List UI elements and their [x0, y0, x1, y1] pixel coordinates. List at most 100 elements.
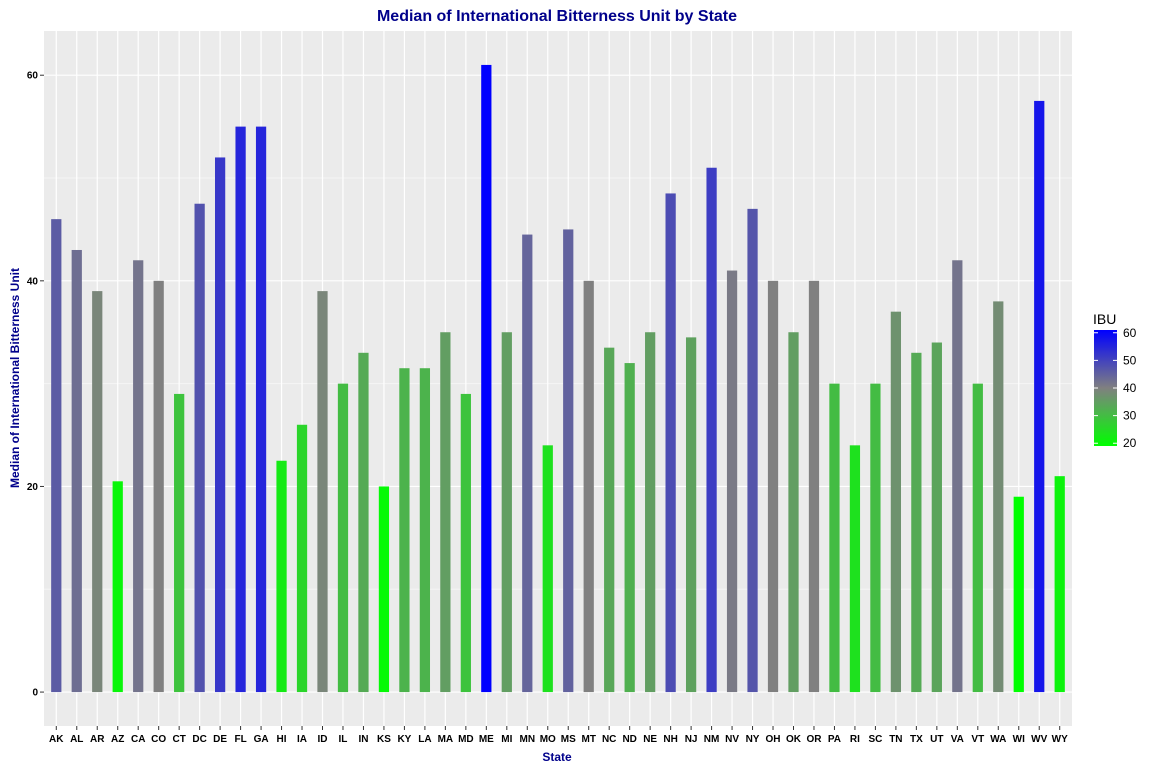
bar-in: [358, 352, 369, 693]
bar-ga: [255, 126, 267, 693]
x-tick-label: VA: [951, 734, 964, 745]
x-tick-label: NJ: [685, 734, 698, 745]
x-tick-label: OH: [766, 734, 781, 745]
bar-az: [112, 481, 123, 693]
x-tick-label: UT: [930, 734, 943, 745]
bar-ny: [747, 208, 758, 693]
bar-wi: [1013, 496, 1024, 693]
bar-tx: [911, 352, 922, 693]
bar-pa: [829, 383, 840, 693]
x-tick-label: ID: [318, 734, 328, 745]
bar-nm: [706, 167, 717, 693]
bar-vt: [972, 383, 983, 693]
y-axis-title: Median of International Bitterness Unit: [8, 268, 22, 488]
bar-nj: [685, 337, 697, 693]
x-tick-label: ME: [479, 734, 494, 745]
x-tick-label: RI: [850, 734, 860, 745]
bar-la: [419, 368, 431, 693]
x-tick-label: WY: [1052, 734, 1068, 745]
bar-oh: [767, 280, 779, 693]
bar-mt: [583, 280, 594, 693]
bar-ks: [378, 486, 390, 693]
x-tick-label: MA: [438, 734, 454, 745]
bar-fl: [235, 126, 246, 693]
x-tick-label: LA: [418, 734, 431, 745]
bar-ms: [563, 229, 574, 693]
x-tick-label: MS: [561, 734, 576, 745]
bar-dc: [194, 203, 205, 693]
bar-ak: [51, 219, 62, 693]
bar-ut: [931, 342, 942, 693]
bar-co: [153, 280, 164, 693]
legend-tick-label: 60: [1123, 326, 1137, 340]
x-tick-label: VT: [971, 734, 984, 745]
x-tick-label: CT: [172, 734, 185, 745]
bar-sc: [870, 383, 881, 693]
bar-mo: [542, 445, 553, 693]
x-tick-label: KS: [377, 734, 391, 745]
x-tick-label: FL: [234, 734, 246, 745]
x-tick-label: OK: [786, 734, 802, 745]
y-tick-label: 40: [27, 276, 39, 287]
x-tick-label: AK: [49, 734, 64, 745]
x-tick-label: AZ: [111, 734, 124, 745]
bar-id: [317, 291, 328, 693]
x-tick-label: HI: [277, 734, 287, 745]
bar-ky: [399, 368, 410, 693]
bar-md: [460, 393, 471, 693]
y-axis-ticks: 0 20 40 60: [27, 71, 44, 699]
bar-ok: [788, 332, 799, 693]
x-tick-label: CA: [131, 734, 145, 745]
x-tick-label: IL: [339, 734, 348, 745]
legend-title: IBU: [1093, 311, 1116, 327]
legend: IBU 20 30 40 50 60: [1093, 311, 1137, 450]
legend-tick-label: 50: [1123, 353, 1137, 367]
bar-ma: [440, 332, 451, 693]
x-axis-title: State: [542, 750, 572, 764]
x-tick-label: AR: [90, 734, 105, 745]
bar-ne: [645, 332, 656, 693]
x-tick-label: NH: [663, 734, 677, 745]
bar-tn: [890, 311, 902, 693]
x-tick-label: GA: [254, 734, 269, 745]
bar-nc: [604, 347, 615, 693]
x-tick-label: NY: [746, 734, 760, 745]
bar-me: [481, 64, 492, 693]
x-tick-label: CO: [151, 734, 166, 745]
y-tick-label: 60: [27, 71, 39, 82]
x-tick-label: MT: [581, 734, 595, 745]
x-tick-label: DC: [192, 734, 206, 745]
legend-colorbar: [1094, 330, 1117, 446]
x-tick-label: MN: [520, 734, 536, 745]
x-tick-label: TN: [889, 734, 902, 745]
bar-wa: [993, 301, 1004, 693]
legend-tick-label: 20: [1123, 436, 1137, 450]
x-tick-label: NM: [704, 734, 720, 745]
bar-de: [214, 157, 226, 693]
x-tick-label: ND: [622, 734, 636, 745]
bar-va: [952, 260, 963, 693]
bar-al: [71, 249, 82, 693]
chart-title: Median of International Bitterness Unit …: [377, 8, 737, 25]
bar-ct: [174, 393, 185, 693]
legend-tick-label: 40: [1123, 381, 1137, 395]
bar-ia: [296, 424, 308, 693]
bar-ri: [849, 445, 861, 693]
x-tick-label: NE: [643, 734, 657, 745]
x-tick-label: KY: [397, 734, 411, 745]
x-tick-label: OR: [806, 734, 822, 745]
bar-mi: [501, 332, 512, 693]
x-tick-label: NC: [602, 734, 616, 745]
x-tick-label: MI: [501, 734, 512, 745]
x-tick-label: PA: [828, 734, 841, 745]
x-tick-label: DE: [213, 734, 227, 745]
bar-mn: [522, 234, 533, 693]
bars: [51, 64, 1065, 693]
bar-ar: [92, 291, 103, 693]
bar-nd: [624, 363, 635, 693]
x-tick-label: AL: [70, 734, 83, 745]
x-tick-label: IN: [358, 734, 368, 745]
bar-ca: [133, 260, 144, 693]
x-tick-label: WV: [1031, 734, 1047, 745]
